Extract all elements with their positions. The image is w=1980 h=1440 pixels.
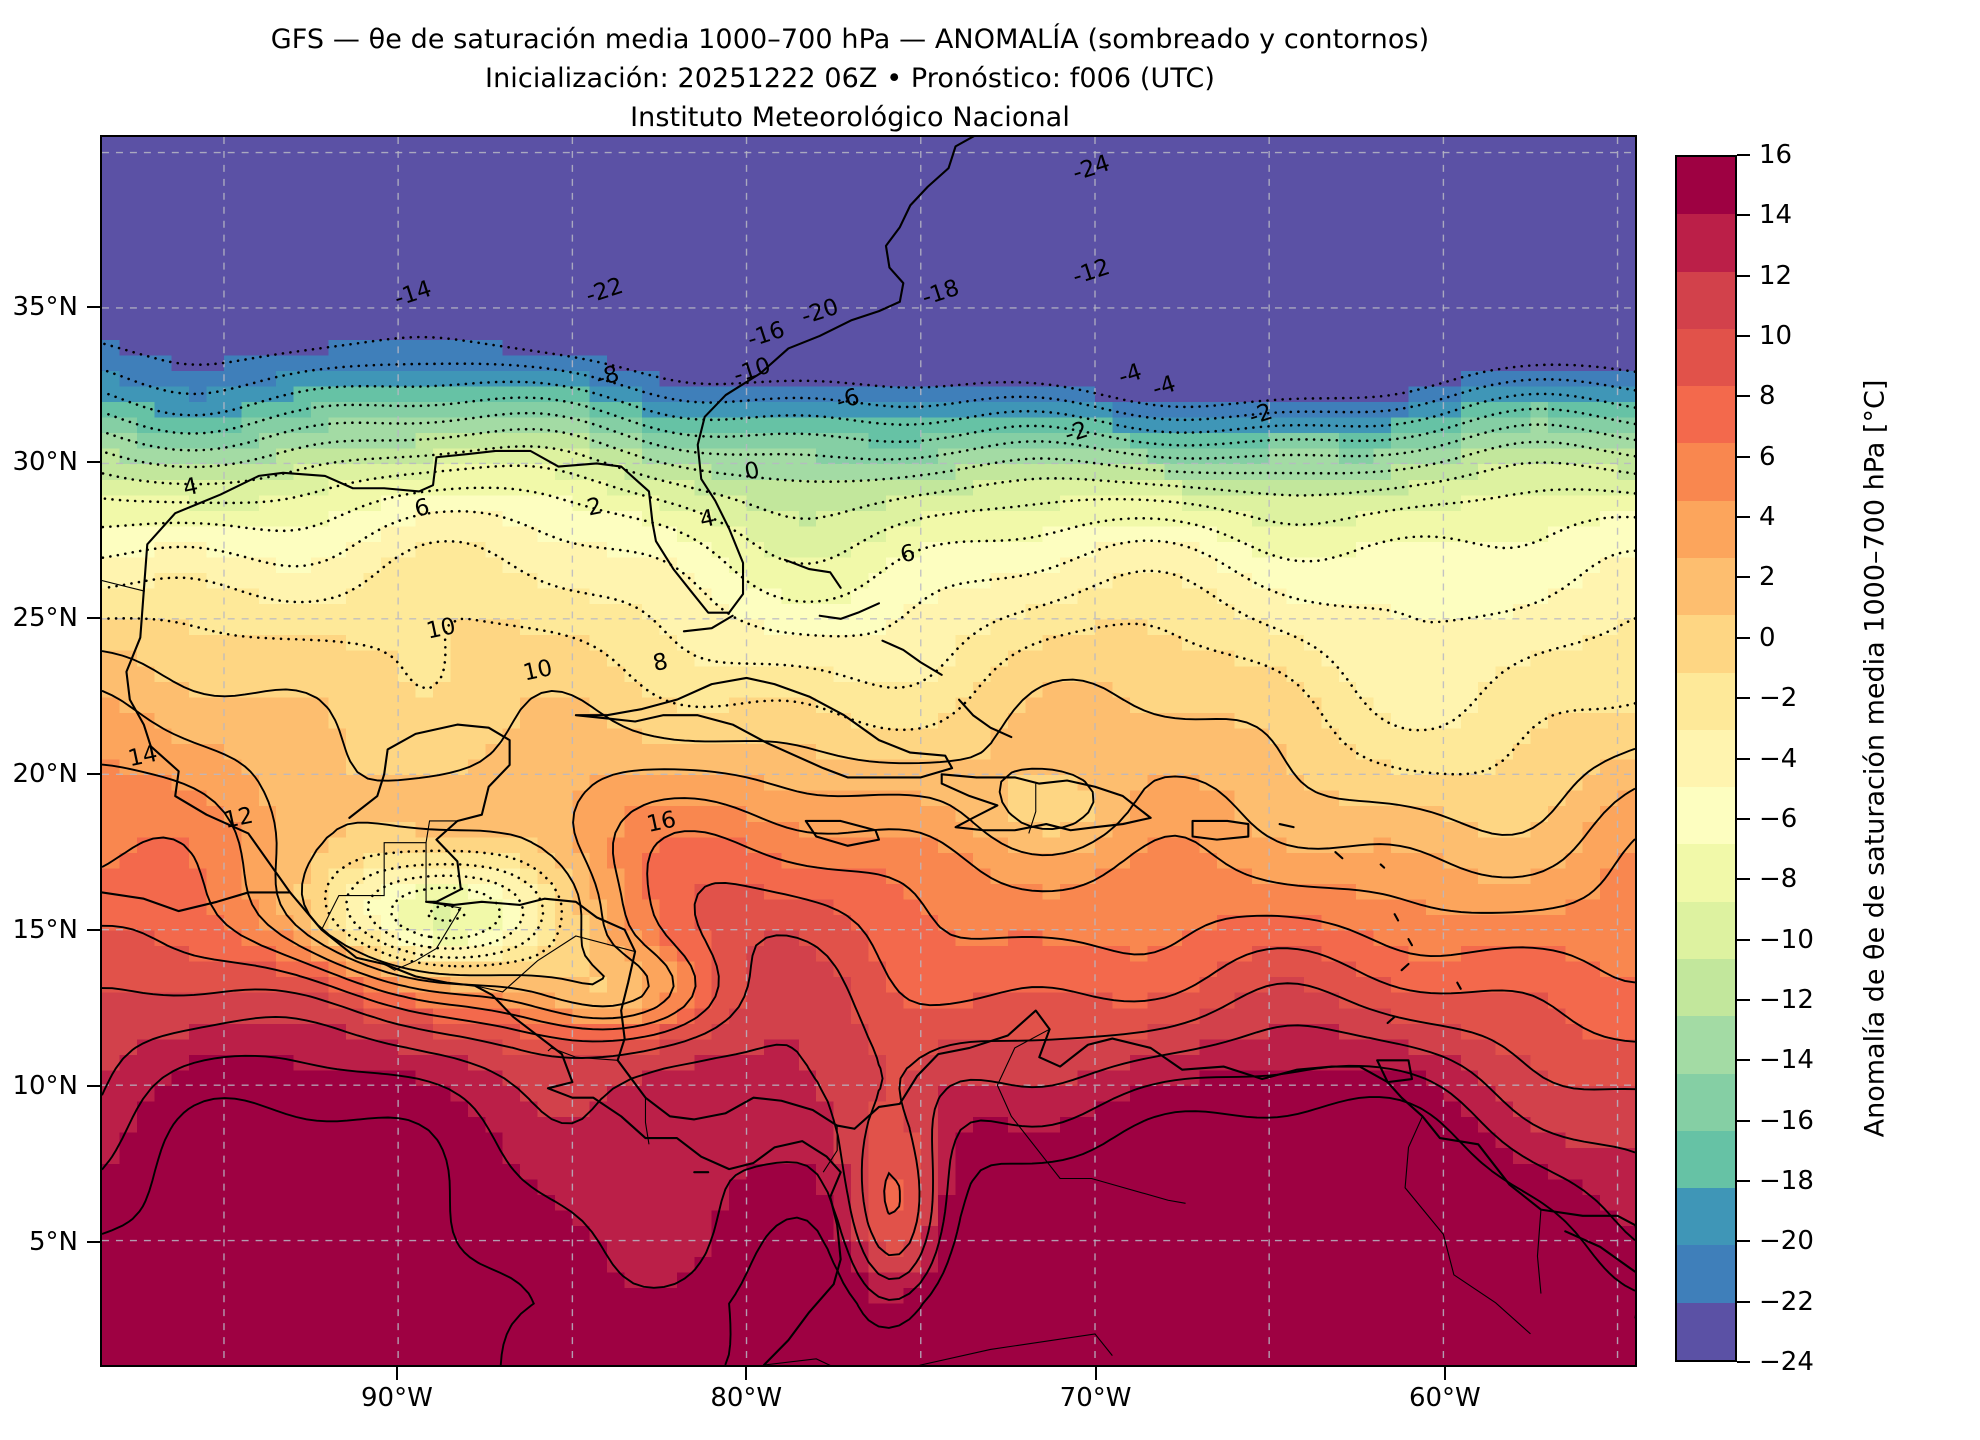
colorbar-swatch	[1677, 787, 1735, 845]
colorbar-tick-mark	[1737, 274, 1750, 277]
shaded-anomaly-bands	[102, 137, 1635, 1365]
colorbar-tick-label: −14	[1759, 1045, 1814, 1076]
colorbar-tick-mark	[1737, 335, 1750, 338]
colorbar-swatch	[1677, 958, 1735, 1017]
longitude-tick-label: 90°W	[361, 1383, 433, 1413]
colorbar-tick-label: 2	[1759, 562, 1776, 593]
latitude-tick-mark	[87, 773, 100, 776]
colorbar-swatch	[1677, 729, 1735, 788]
colorbar-tick-label: −2	[1759, 683, 1798, 714]
colorbar-tick-mark	[1737, 1300, 1750, 1303]
colorbar-swatch	[1677, 672, 1735, 730]
colorbar-tick-label: 8	[1759, 381, 1776, 412]
colorbar-swatch	[1677, 1245, 1735, 1303]
graticule	[102, 137, 1635, 1365]
colorbar-swatch	[1677, 1016, 1735, 1074]
colorbar-tick-label: 0	[1759, 622, 1776, 653]
colorbar-tick-label: 10	[1759, 321, 1793, 352]
latitude-tick-label: 30°N	[12, 447, 78, 478]
latitude-tick-mark	[87, 305, 100, 308]
latitude-tick-label: 25°N	[12, 603, 78, 634]
colorbar-swatch	[1677, 1302, 1735, 1360]
page-title: GFS — θe de saturación media 1000–700 hP…	[270, 24, 1430, 55]
colorbar-swatch	[1677, 901, 1735, 959]
latitude-tick-label: 10°N	[12, 1071, 78, 1102]
colorbar-tick-label: −16	[1759, 1105, 1814, 1136]
colorbar-label-text: Anomalía de θe de saturación media 1000–…	[1859, 379, 1891, 1138]
colorbar-swatch	[1677, 386, 1735, 444]
latitude-tick-mark	[87, 1085, 100, 1088]
colorbar-tick-mark	[1737, 1059, 1750, 1062]
colorbar-tick-mark	[1737, 817, 1750, 820]
colorbar-swatch	[1677, 557, 1735, 616]
colorbar-swatch	[1677, 271, 1735, 329]
colorbar-tick-mark	[1737, 1119, 1750, 1122]
colorbar-tick-mark	[1737, 998, 1750, 1001]
colorbar-tick-mark	[1737, 697, 1750, 700]
map-plot-area[interactable]: -24 -22 -20 -18 -16 -14 -12 -10 -8 -6 -4 -4 -2 -2 0 2 4 4…	[100, 135, 1637, 1367]
latitude-tick-mark	[87, 461, 100, 464]
longitude-tick-mark	[1443, 1367, 1446, 1380]
colorbar-tick-mark	[1737, 214, 1750, 217]
colorbar[interactable]	[1675, 155, 1737, 1362]
colorbar-tick-label: −18	[1759, 1165, 1814, 1196]
latitude-tick-label: 15°N	[12, 915, 78, 946]
colorbar-tick-mark	[1737, 878, 1750, 881]
colorbar-tick-mark	[1737, 938, 1750, 941]
colorbar-tick-label: −24	[1759, 1347, 1814, 1377]
colorbar-tick-label: −4	[1759, 743, 1798, 774]
colorbar-tick-mark	[1737, 154, 1750, 156]
colorbar-swatch	[1677, 1130, 1735, 1189]
colorbar-tick-mark	[1737, 1240, 1750, 1243]
longitude-tick-mark	[745, 1367, 748, 1380]
country-borders	[102, 579, 1635, 1365]
title-attribution: Instituto Meteorológico Nacional	[630, 102, 1070, 133]
colorbar-tick-mark	[1737, 636, 1750, 639]
longitude-tick-mark	[395, 1367, 398, 1380]
longitude-tick-label: 80°W	[710, 1383, 783, 1413]
colorbar-swatch	[1677, 328, 1735, 387]
latitude-tick-label: 35°N	[12, 291, 78, 322]
colorbar-tick-mark	[1737, 757, 1750, 760]
colorbar-tick-label: −12	[1759, 984, 1814, 1015]
colorbar-tick-label: 4	[1759, 502, 1776, 533]
colorbar-tick-label: −20	[1759, 1226, 1814, 1257]
latitude-tick-label: 20°N	[12, 759, 78, 790]
colorbar-swatch	[1677, 1188, 1735, 1246]
latitude-tick-mark	[87, 1241, 100, 1244]
colorbar-tick-label: 6	[1759, 441, 1776, 472]
colorbar-swatch	[1677, 1073, 1735, 1131]
colorbar-tick-mark	[1737, 516, 1750, 519]
colorbar-tick-mark	[1737, 1361, 1750, 1363]
colorbar-tick-mark	[1737, 455, 1750, 458]
colorbar-swatch	[1677, 157, 1735, 215]
colorbar-tick-label: 12	[1759, 260, 1793, 291]
colorbar-tick-label: −8	[1759, 864, 1798, 895]
contour-lines	[102, 335, 1635, 1365]
colorbar-swatch	[1677, 500, 1735, 558]
latitude-tick-mark	[87, 929, 100, 932]
colorbar-label: Anomalía de θe de saturación media 1000–…	[1855, 155, 1895, 1362]
colorbar-tick-label: −6	[1759, 803, 1798, 834]
colorbar-swatch	[1677, 844, 1735, 902]
colorbar-tick-label: 14	[1759, 200, 1793, 231]
title-block: GFS — θe de saturación media 1000–700 hP…	[0, 20, 1700, 137]
latitude-tick-label: 5°N	[29, 1227, 78, 1258]
colorbar-swatch	[1677, 214, 1735, 272]
title-subtitle: Inicialización: 20251222 06Z • Pronóstic…	[485, 63, 1215, 94]
colorbar-tick-label: −22	[1759, 1286, 1814, 1317]
colorbar-tick-mark	[1737, 395, 1750, 398]
longitude-tick-label: 70°W	[1059, 1383, 1132, 1413]
latitude-tick-mark	[87, 617, 100, 620]
colorbar-tick-label: 16	[1759, 140, 1793, 170]
map-field-svg: -24-22-20-18-16-14-12-10-8-6-4 -4-2-20244…	[102, 137, 1635, 1365]
longitude-tick-mark	[1094, 1367, 1097, 1380]
colorbar-swatch	[1677, 615, 1735, 673]
longitude-tick-label: 60°W	[1408, 1383, 1481, 1413]
colorbar-swatch	[1677, 443, 1735, 501]
colorbar-tick-mark	[1737, 576, 1750, 579]
colorbar-tick-label: −10	[1759, 924, 1814, 955]
colorbar-tick-mark	[1737, 1179, 1750, 1182]
